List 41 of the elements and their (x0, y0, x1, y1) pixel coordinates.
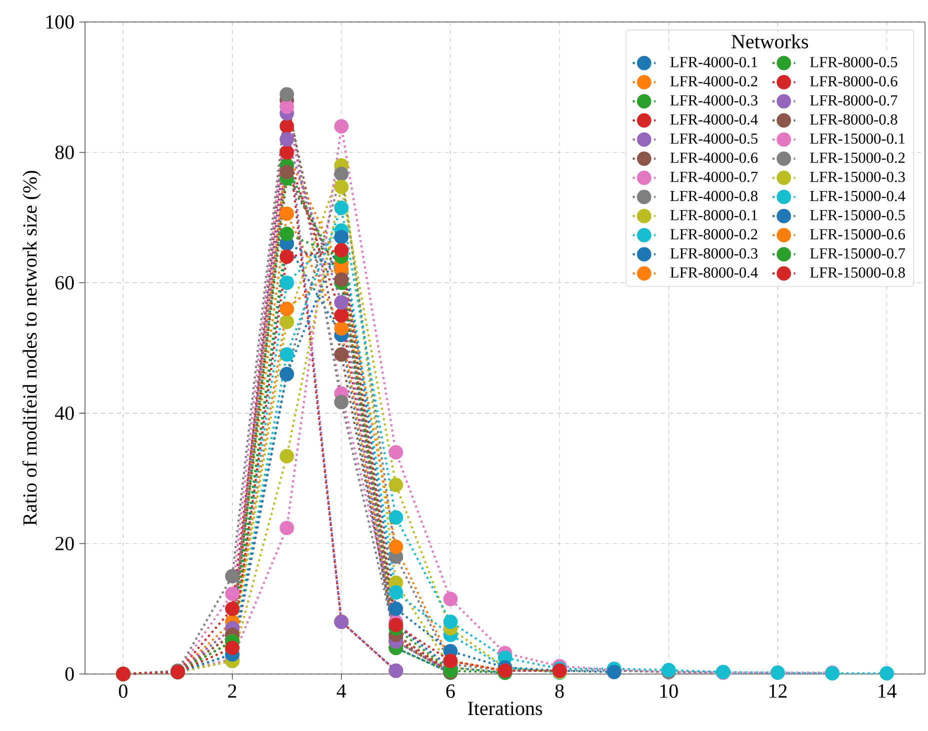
x-tick-label: 4 (336, 684, 346, 698)
legend-label: LFR-4000-0.8 (670, 190, 758, 202)
y-tick-label: 80 (55, 146, 74, 160)
legend-label: LFR-4000-0.3 (670, 95, 758, 106)
legend-label: LFR-15000-0.2 (810, 152, 905, 163)
y-axis-title: Ratio of modifeid nodes to network size (%) (22, 170, 41, 526)
y-tick-label: 100 (46, 15, 74, 29)
y-tick-label: 60 (55, 276, 74, 290)
legend-label: LFR-8000-0.7 (810, 95, 898, 106)
legend-label: LFR-8000-0.2 (670, 229, 758, 240)
legend-label: LFR-8000-0.3 (670, 248, 758, 259)
x-tick-label: 8 (555, 684, 564, 698)
legend-label: LFR-15000-0.8 (810, 267, 905, 278)
legend-label: LFR-8000-0.4 (670, 267, 758, 278)
legend-title: Networks (732, 34, 808, 48)
x-tick-label: 10 (660, 684, 678, 698)
x-tick-label: 12 (769, 684, 787, 698)
legend-label: LFR-8000-0.6 (810, 76, 898, 86)
legend-label: LFR-4000-0.7 (670, 172, 758, 182)
legend-label: LFR-8000-0.8 (810, 114, 898, 125)
legend-label: LFR-15000-0.6 (810, 229, 906, 240)
y-tick-label: 40 (55, 406, 74, 420)
x-tick-label: 14 (878, 684, 896, 698)
legend-label: LFR-8000-0.1 (670, 210, 758, 220)
y-tick-label: 0 (65, 667, 74, 681)
legend-label: LFR-4000-0.5 (670, 133, 758, 144)
x-tick-label: 2 (228, 684, 236, 698)
legend-label: LFR-4000-0.4 (670, 114, 758, 125)
legend-label: LFR-4000-0.1 (670, 56, 758, 68)
x-tick-label: 0 (118, 684, 128, 698)
x-axis-title: Iterations (468, 702, 542, 716)
x-tick-label: 6 (446, 684, 455, 698)
legend-label: LFR-8000-0.5 (810, 56, 898, 68)
legend-label: LFR-15000-0.5 (810, 210, 905, 220)
legend-label: LFR-15000-0.7 (810, 248, 906, 259)
legend-label: LFR-15000-0.4 (810, 190, 906, 202)
legend-label: LFR-15000-0.3 (810, 172, 905, 182)
legend-label: LFR-15000-0.1 (810, 133, 905, 144)
legend-label: LFR-4000-0.6 (670, 152, 758, 163)
y-tick-label: 20 (55, 536, 74, 550)
legend-label: LFR-4000-0.2 (670, 76, 758, 86)
